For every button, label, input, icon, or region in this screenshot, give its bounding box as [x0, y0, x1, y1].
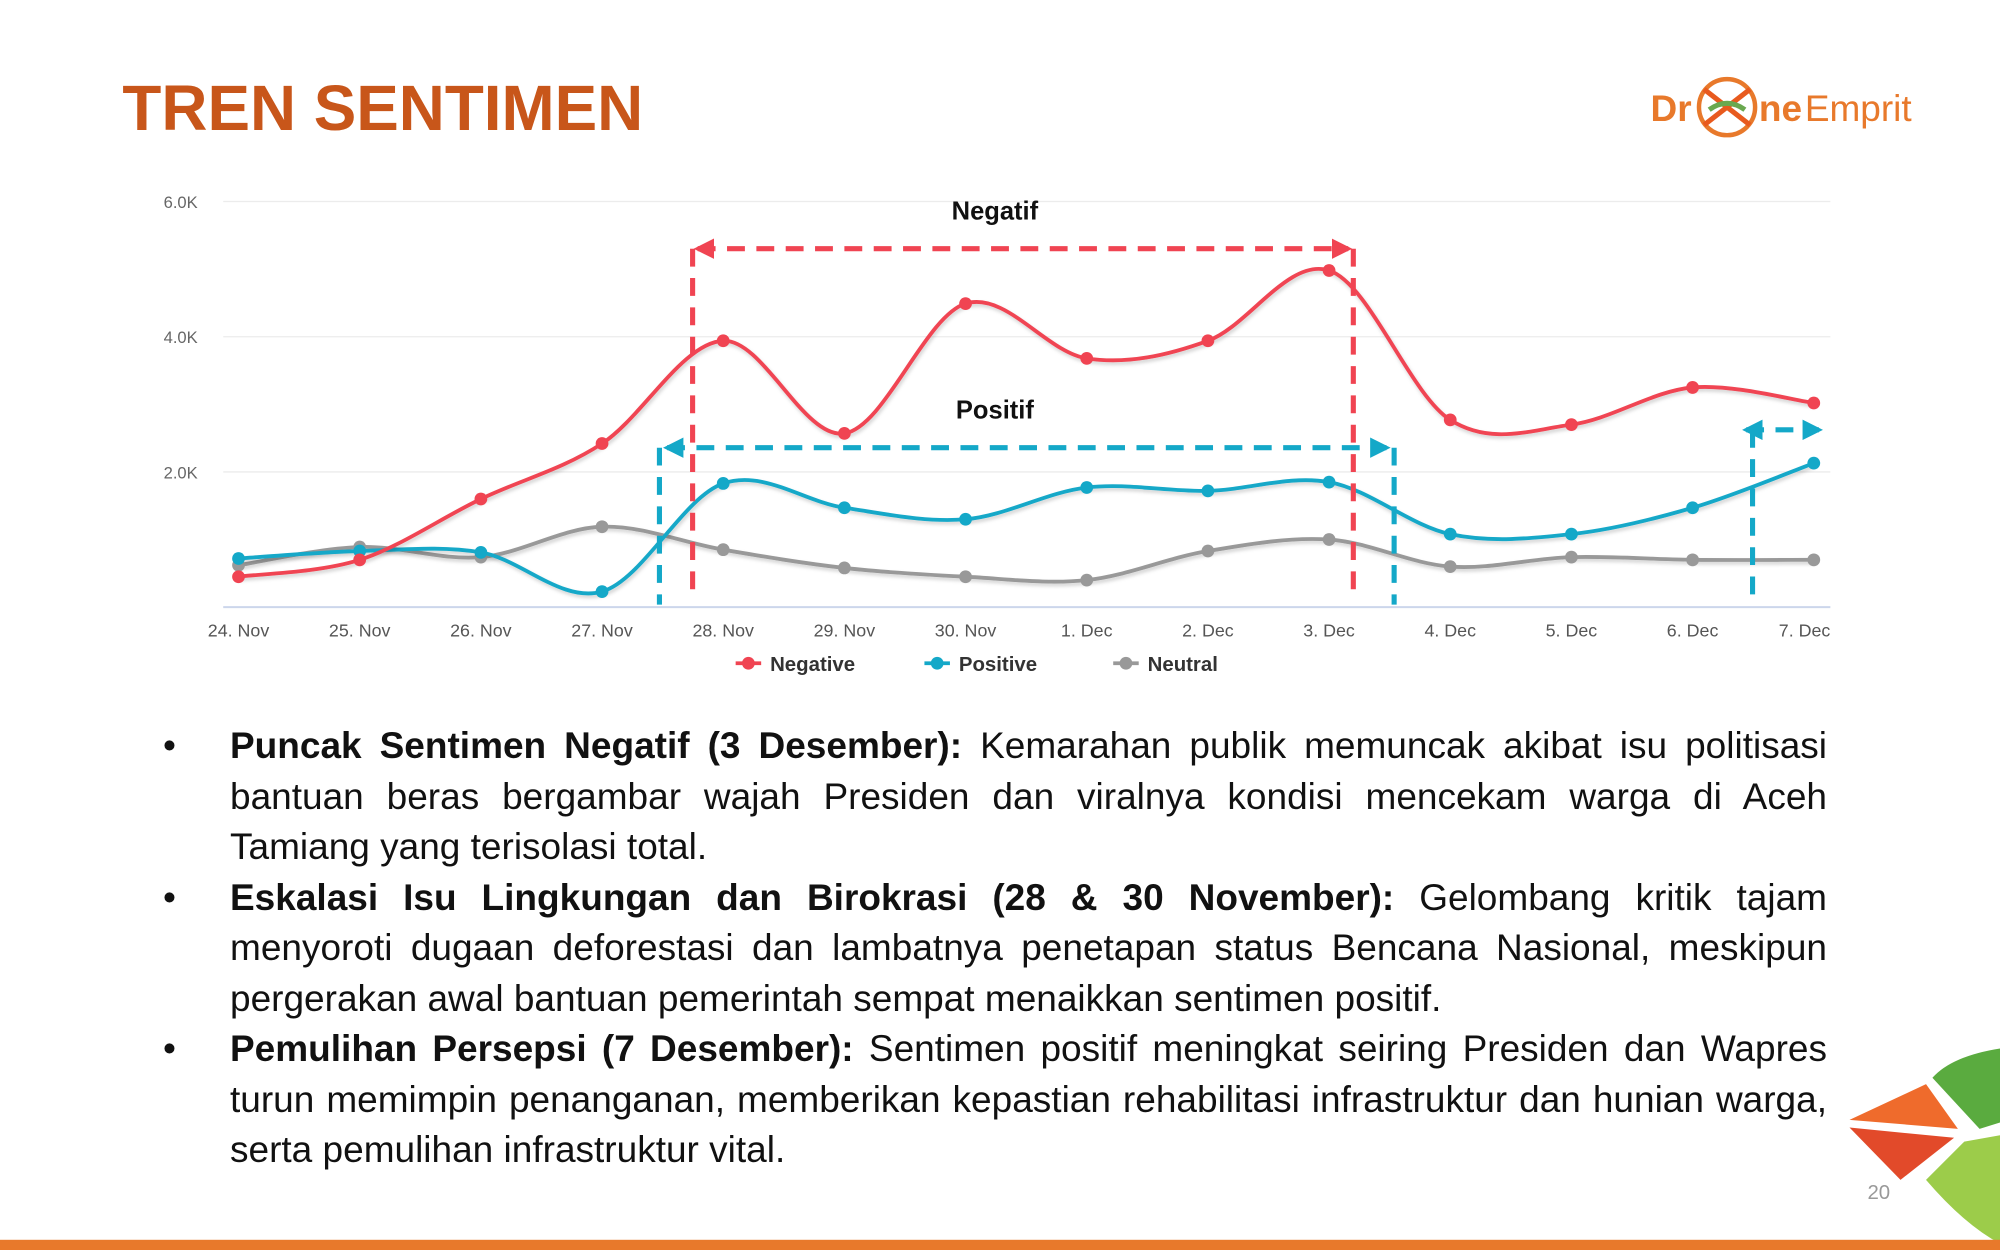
- data-point: [595, 585, 609, 598]
- series-line: [238, 461, 1815, 596]
- x-tick-label: 6. Dec: [1667, 620, 1719, 640]
- legend-symbol: [930, 656, 944, 670]
- bullet: • Eskalasi Isu Lingkungan dan Birokrasi (…: [163, 873, 1827, 1025]
- data-point: [1201, 334, 1215, 348]
- y-tick-label: 2.0K: [164, 463, 198, 482]
- data-point: [1080, 573, 1094, 587]
- bottom-bar: [0, 1239, 2000, 1250]
- bullet: • Pemulihan Persepsi (7 Desember): Sentim…: [163, 1024, 1827, 1176]
- data-point: [1322, 475, 1336, 489]
- bullet-heading: Pemulihan Persepsi (7 Desember):: [230, 1028, 854, 1069]
- x-tick-label: 3. Dec: [1303, 620, 1355, 640]
- x-tick-label: 24. Nov: [208, 620, 270, 640]
- x-tick-label: 26. Nov: [450, 620, 512, 640]
- slide-title: TREN SENTIMEN: [122, 72, 643, 144]
- logo: Dr ne Emprit: [1651, 76, 1912, 138]
- data-point: [1443, 560, 1457, 573]
- x-tick-label: 5. Dec: [1546, 620, 1598, 640]
- data-point: [838, 427, 851, 440]
- x-tick-label: 2. Dec: [1182, 620, 1234, 640]
- chart: 2.0K 4.0K 6.0K 24. Nov 25. Nov 26. Nov 27. Nov…: [164, 193, 1831, 676]
- logo-icon: [1696, 76, 1758, 138]
- data-point: [716, 334, 730, 348]
- x-tick-label: 27. Nov: [571, 620, 633, 640]
- data-point: [1443, 413, 1457, 427]
- decor-shape: [1926, 1135, 2000, 1244]
- data-point: [1322, 533, 1336, 546]
- bullet-text: Sentimen positif meningkat seiring Presi…: [230, 1028, 1827, 1170]
- data-point: [1080, 351, 1094, 365]
- bullet-heading: Puncak Sentimen Negatif (3 Desember):: [230, 725, 963, 766]
- data-point: [1807, 553, 1821, 567]
- logo-text: Dr: [1651, 88, 1692, 129]
- data-point: [1565, 550, 1578, 564]
- annotation: Positif: [956, 396, 1034, 424]
- data-point: [838, 501, 851, 515]
- decor-shape: [1932, 1048, 2000, 1129]
- logo-icon: [1702, 87, 1752, 128]
- data-point: [1201, 484, 1215, 498]
- legend-symbol: [742, 656, 755, 670]
- x-tick-label: 30. Nov: [935, 620, 997, 640]
- decor-shape: [1849, 1084, 1958, 1129]
- data-point: [1080, 481, 1094, 494]
- data-point: [232, 552, 245, 565]
- logo-text: Emprit: [1805, 88, 1912, 129]
- bullet-marker: •: [163, 725, 176, 766]
- decoration: [0, 1048, 2000, 1250]
- data-point: [959, 570, 972, 584]
- data-point: [1443, 527, 1457, 541]
- legend-label: Negative: [770, 654, 855, 676]
- data-point: [353, 553, 367, 567]
- data-point: [1686, 381, 1699, 394]
- bullet-list: • Puncak Sentimen Negatif (3 Desember): K…: [163, 721, 1827, 1176]
- logo-text: ne: [1759, 88, 1802, 129]
- data-point: [1807, 396, 1821, 410]
- data-point: [1201, 544, 1215, 558]
- data-point: [959, 297, 972, 310]
- data-point: [353, 544, 367, 558]
- x-tick-label: 29. Nov: [814, 620, 876, 640]
- bullet-heading: Eskalasi Isu Lingkungan dan Birokrasi (2…: [230, 876, 1395, 918]
- page-number: 20: [1867, 1182, 1890, 1204]
- data-point: [1565, 418, 1578, 431]
- decor-shape: [1849, 1127, 1955, 1180]
- data-point: [1565, 527, 1578, 541]
- data-point: [474, 546, 488, 559]
- data-point: [1322, 264, 1336, 277]
- legend-symbol: [1119, 656, 1133, 670]
- x-tick-label: 1. Dec: [1061, 620, 1113, 640]
- data-point: [716, 477, 730, 490]
- data-point: [232, 570, 245, 584]
- data-point: [474, 492, 488, 506]
- data-point: [1807, 456, 1821, 470]
- data-point: [838, 561, 851, 575]
- x-tick-label: 28. Nov: [692, 620, 754, 640]
- y-tick-label: 6.0K: [164, 193, 198, 212]
- data-point: [959, 512, 972, 526]
- data-point: [595, 437, 609, 450]
- legend-label: Positive: [959, 654, 1037, 676]
- series-line: [238, 266, 1815, 579]
- annotation-brackets: [656, 238, 1823, 605]
- annotation: Negatif: [952, 197, 1039, 225]
- x-tick-label: 7. Dec: [1779, 620, 1831, 640]
- bullet-text: Kemarahan publik memuncak akibat isu pol…: [230, 725, 1827, 867]
- bullet-marker: •: [163, 1028, 176, 1069]
- legend-label: Neutral: [1148, 654, 1218, 676]
- data-point: [1686, 553, 1699, 567]
- data-point: [595, 520, 609, 534]
- bullet-marker: •: [163, 876, 176, 918]
- data-point: [1686, 501, 1699, 515]
- data-point: [716, 543, 730, 557]
- x-tick-label: 25. Nov: [329, 620, 391, 640]
- logo-icon: [1707, 100, 1747, 112]
- x-tick-label: 4. Dec: [1424, 620, 1476, 640]
- y-tick-label: 4.0K: [164, 328, 198, 347]
- bullet-text: Gelombang kritik tajam menyoroti dugaan …: [230, 876, 1827, 1019]
- bullet: • Puncak Sentimen Negatif (3 Desember): K…: [163, 721, 1827, 873]
